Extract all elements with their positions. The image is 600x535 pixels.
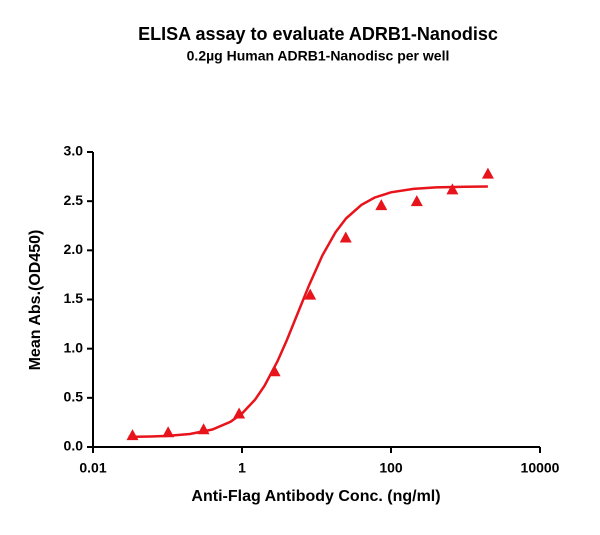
y-tick-label: 1.0 bbox=[64, 339, 84, 355]
y-axis-label: Mean Abs.(OD450) bbox=[27, 230, 44, 371]
y-tick-label: 0.0 bbox=[64, 438, 84, 454]
x-tick-label: 10000 bbox=[521, 460, 560, 476]
data-point bbox=[304, 288, 317, 300]
data-point bbox=[162, 426, 175, 438]
chart-title: ELISA assay to evaluate ADRB1-Nanodisc bbox=[138, 24, 498, 44]
data-point bbox=[233, 407, 246, 419]
data-point bbox=[268, 365, 281, 377]
chart-subtitle: 0.2µg Human ADRB1-Nanodisc per well bbox=[187, 48, 450, 64]
data-point bbox=[197, 423, 210, 435]
y-tick-label: 3.0 bbox=[64, 143, 84, 159]
x-tick-label: 100 bbox=[379, 460, 403, 476]
x-tick-label: 0.01 bbox=[79, 460, 106, 476]
y-tick-label: 2.0 bbox=[64, 241, 84, 257]
y-tick-label: 1.5 bbox=[64, 290, 84, 306]
x-tick-label: 1 bbox=[238, 460, 246, 476]
fit-curve bbox=[128, 185, 488, 439]
data-point bbox=[481, 167, 494, 179]
data-point bbox=[446, 183, 459, 195]
data-point bbox=[375, 199, 388, 211]
y-tick-label: 2.5 bbox=[64, 192, 84, 208]
x-axis-label: Anti-Flag Antibody Conc. (ng/ml) bbox=[191, 488, 440, 505]
data-point bbox=[339, 231, 352, 243]
y-tick-label: 0.5 bbox=[64, 389, 84, 405]
data-point bbox=[410, 195, 423, 207]
data-point bbox=[126, 429, 139, 441]
